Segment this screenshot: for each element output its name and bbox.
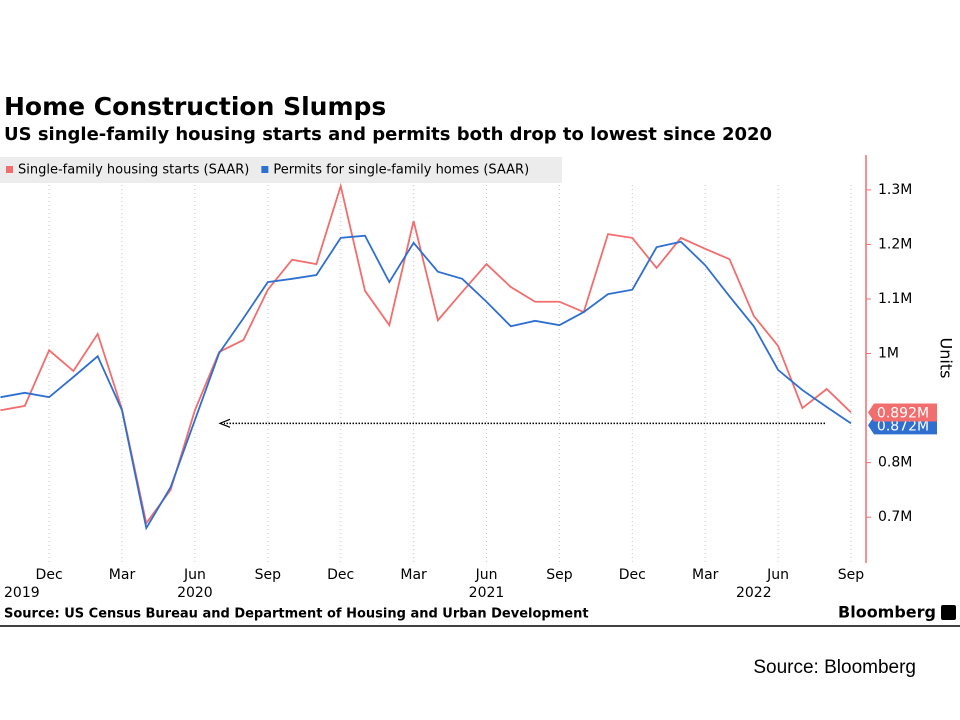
legend-label: Single-family housing starts (SAAR): [18, 163, 249, 178]
x-tick-label: Jun: [183, 567, 206, 583]
y-axis-label: Units: [937, 338, 956, 379]
y-tick-label: 1.1M: [878, 291, 912, 307]
x-year-label: 2021: [469, 585, 505, 601]
y-tick-label: 1M: [878, 346, 899, 362]
legend-swatch: [261, 166, 269, 173]
x-tick-label: Sep: [255, 567, 282, 583]
series-line: [0, 182, 852, 526]
x-tick-label: Sep: [838, 567, 865, 583]
reference-arrowhead: [218, 418, 231, 428]
x-tick-label: Mar: [400, 567, 427, 583]
footer-note: Source: Bloomberg: [753, 657, 916, 678]
y-tick-label: 0.8M: [878, 455, 912, 471]
legend-label: Permits for single-family homes (SAAR): [273, 163, 529, 178]
y-tick-label: 1.2M: [878, 236, 912, 252]
x-tick-label: Dec: [36, 567, 63, 583]
x-tick-label: Jun: [766, 567, 789, 583]
x-year-label: 2019: [4, 585, 40, 601]
chart-subtitle: US single-family housing starts and perm…: [4, 124, 772, 145]
x-tick-label: Mar: [109, 567, 136, 583]
value-label-box: [868, 403, 937, 422]
legend-swatch: [6, 166, 13, 173]
value-label: 0.872M: [877, 418, 929, 434]
x-tick-label: Dec: [327, 567, 354, 583]
series-line: [0, 234, 852, 531]
x-tick-label: Sep: [546, 567, 573, 583]
brand: Bloomberg: [838, 603, 936, 622]
value-label: 0.892M: [877, 405, 929, 421]
x-year-label: 2022: [736, 585, 772, 601]
legend-box: [0, 157, 562, 183]
chart-title: Home Construction Slumps: [4, 92, 386, 121]
x-tick-label: Jun: [475, 567, 498, 583]
x-year-label: 2020: [177, 585, 213, 601]
y-tick-label: 1.3M: [878, 182, 912, 198]
source: Source: US Census Bureau and Department …: [4, 607, 589, 622]
x-tick-label: Dec: [619, 567, 646, 583]
x-tick-label: Mar: [692, 567, 719, 583]
y-tick-label: 0.7M: [878, 509, 912, 525]
brand-icon: [941, 605, 956, 620]
